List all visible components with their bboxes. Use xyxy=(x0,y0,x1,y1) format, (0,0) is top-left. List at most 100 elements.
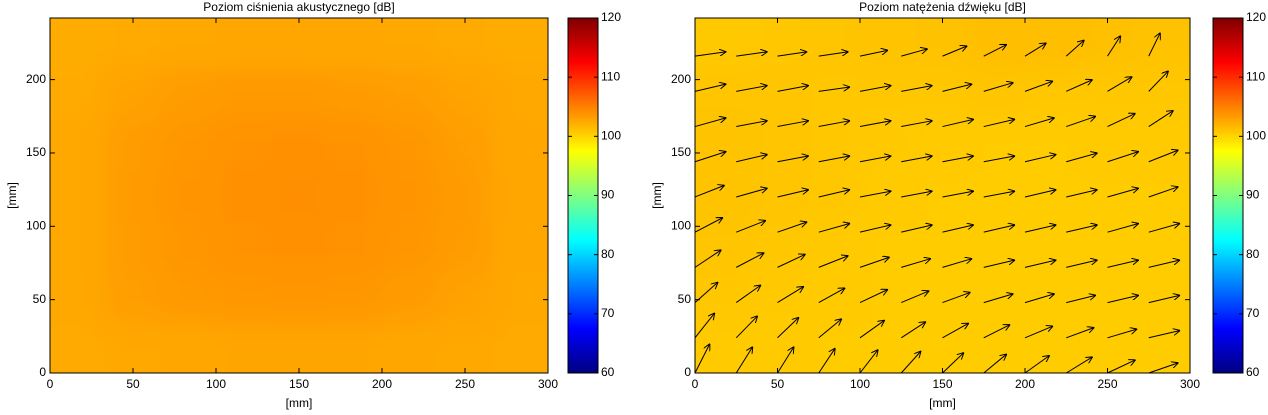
heatmap-cell xyxy=(50,18,106,70)
heatmap-cell xyxy=(216,68,272,120)
heatmap-cell xyxy=(437,170,494,222)
heatmap-cell xyxy=(326,170,383,222)
quiver-arrow xyxy=(1107,36,1121,57)
quiver-arrow xyxy=(777,317,799,339)
heatmap-cell xyxy=(216,119,272,171)
x-tick-label: 250 xyxy=(1097,377,1117,391)
quiver-arrow xyxy=(859,121,891,128)
quiver-arrow xyxy=(736,121,767,128)
heatmap-cell xyxy=(915,271,971,323)
heatmap-cell xyxy=(1080,68,1136,120)
quiver-arrow xyxy=(901,121,932,128)
heatmap-cell xyxy=(437,18,494,70)
colorbar-tick-label: 80 xyxy=(1246,247,1260,261)
heatmap-cell xyxy=(105,271,162,323)
quiver-arrow xyxy=(1148,150,1179,163)
heatmap-cells xyxy=(50,18,548,373)
quiver-arrow xyxy=(1024,43,1046,57)
heatmap-cell xyxy=(216,271,272,323)
heatmap-cell xyxy=(50,271,106,323)
quiver-arrow xyxy=(736,85,767,92)
quiver-arrow xyxy=(736,154,767,163)
quiver-arrow xyxy=(777,52,808,57)
quiver-arrow xyxy=(900,322,926,339)
heatmap-cell xyxy=(105,220,162,273)
quiver-arrow xyxy=(942,156,974,163)
quiver-arrow xyxy=(1148,187,1179,198)
heatmap-cell xyxy=(1025,220,1081,273)
heatmap-cell xyxy=(492,119,548,171)
heatmap-cell xyxy=(750,119,806,171)
quiver-arrow xyxy=(736,188,767,198)
heatmap-cell xyxy=(271,220,328,273)
quiver-arrow xyxy=(983,156,1015,163)
quiver-arrow xyxy=(1066,328,1094,339)
x-tick-label: 150 xyxy=(932,377,952,391)
quiver-arrow xyxy=(1024,154,1056,163)
heatmap-cell xyxy=(695,170,751,222)
quiver-arrow xyxy=(818,52,849,57)
quiver-arrow xyxy=(777,347,795,374)
heatmap-cell xyxy=(804,220,861,273)
colorbar-tick-label: 70 xyxy=(601,306,615,320)
heatmap-cell xyxy=(860,18,916,70)
heatmap-cell xyxy=(50,170,106,222)
colorbar-tick-label: 60 xyxy=(1246,365,1260,379)
quiver-arrow xyxy=(736,253,764,268)
y-tick-label: 0 xyxy=(39,365,46,379)
quiver-arrow xyxy=(942,191,974,198)
quiver-arrow xyxy=(1148,295,1180,304)
heatmap-cell xyxy=(105,119,162,171)
heatmap-cell xyxy=(750,322,806,373)
quiver-arrow xyxy=(694,118,726,128)
quiver-arrow xyxy=(1107,113,1136,128)
colorbar-tick-label: 110 xyxy=(601,69,620,83)
quiver-arrow xyxy=(942,46,968,57)
heatmap-cell xyxy=(160,119,217,171)
quiver-arrow xyxy=(818,121,850,128)
quiver-arrow xyxy=(1066,80,1092,92)
heatmap-cell xyxy=(1025,119,1081,171)
quiver-arrow xyxy=(694,185,725,198)
quiver-arrow xyxy=(1107,360,1136,374)
x-axis-label: [mm] xyxy=(286,396,313,410)
heatmap-cell xyxy=(1080,220,1136,273)
heatmap-cell xyxy=(492,18,548,70)
quiver-arrow xyxy=(818,319,842,339)
heatmap-cell xyxy=(50,322,106,373)
heatmap-cell xyxy=(382,18,438,70)
quiver-arrow xyxy=(694,218,723,233)
y-tick-label: 200 xyxy=(26,72,46,86)
heatmap-cells xyxy=(695,18,1190,373)
chart-title: Poziom natężenia dźwięku [dB] xyxy=(859,0,1026,14)
quiver-arrow xyxy=(859,156,891,163)
heatmap-cell xyxy=(326,220,383,273)
x-axis-label: [mm] xyxy=(929,396,956,410)
heatmap-cell xyxy=(1080,18,1136,70)
x-tick-label: 250 xyxy=(455,377,475,391)
y-tick-label: 50 xyxy=(678,292,692,306)
heatmap-cell xyxy=(695,220,751,273)
heatmap-cell xyxy=(105,322,162,373)
quiver-arrow xyxy=(1148,71,1169,92)
heatmap-cell xyxy=(695,119,751,171)
quiver-arrow xyxy=(1107,223,1139,233)
colorbar-tick-label: 120 xyxy=(601,10,621,24)
heatmap-cell xyxy=(1025,18,1081,70)
quiver-arrow xyxy=(1065,357,1092,374)
heatmap-cell xyxy=(326,271,383,323)
heatmap-cell xyxy=(382,220,438,273)
quiver-arrow xyxy=(1148,223,1180,233)
heatmap-cell xyxy=(804,322,861,373)
heatmap-cell xyxy=(695,322,751,373)
quiver-arrow xyxy=(901,259,931,268)
quiver-arrow xyxy=(735,285,761,303)
heatmap-cell xyxy=(437,271,494,323)
quiver-arrow xyxy=(942,225,974,233)
quiver-arrow xyxy=(983,119,1015,128)
y-tick-label: 100 xyxy=(26,218,46,232)
heatmap-cell xyxy=(915,68,971,120)
y-tick-label: 0 xyxy=(684,365,691,379)
